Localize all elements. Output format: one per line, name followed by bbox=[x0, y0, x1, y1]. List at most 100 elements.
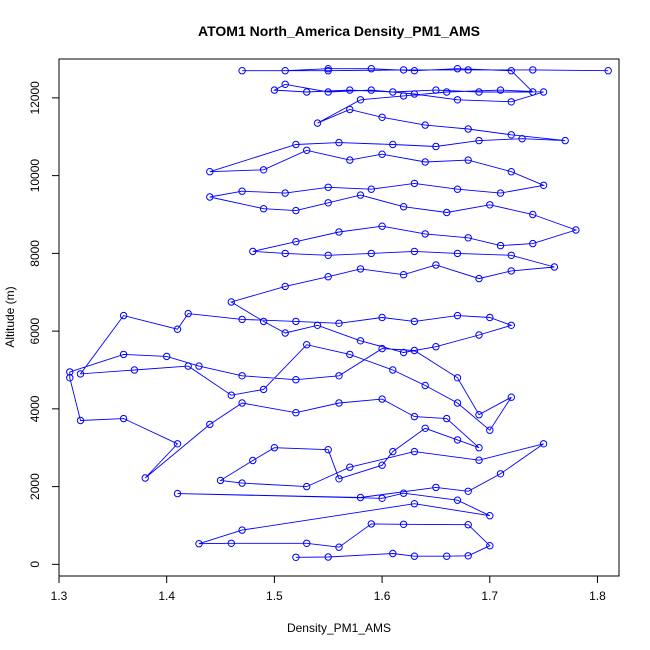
data-point bbox=[356, 191, 365, 199]
data-point bbox=[464, 125, 472, 133]
data-point bbox=[313, 321, 322, 329]
data-point bbox=[453, 496, 462, 504]
data-point bbox=[184, 362, 192, 370]
data-point bbox=[281, 329, 289, 337]
plot-area bbox=[66, 65, 612, 561]
data-point bbox=[410, 67, 419, 75]
y-tick-label: 0 bbox=[28, 561, 42, 568]
data-point bbox=[227, 539, 236, 547]
data-point bbox=[399, 489, 408, 497]
data-point bbox=[453, 436, 462, 444]
data-point bbox=[464, 487, 472, 495]
data-point bbox=[529, 210, 537, 219]
y-tick-label: 10000 bbox=[28, 159, 42, 193]
x-tick-label: 1.6 bbox=[374, 589, 391, 603]
data-point bbox=[389, 140, 397, 149]
data-point bbox=[324, 183, 332, 192]
data-point bbox=[443, 552, 451, 560]
data-point bbox=[410, 179, 419, 188]
data-point bbox=[507, 267, 515, 275]
data-point bbox=[399, 271, 408, 279]
data-point bbox=[346, 350, 354, 359]
data-point bbox=[410, 412, 419, 421]
data-point bbox=[249, 247, 257, 256]
data-point bbox=[453, 185, 462, 193]
data-point bbox=[464, 552, 472, 560]
data-point bbox=[421, 121, 429, 129]
data-point bbox=[259, 166, 268, 174]
data-point bbox=[141, 474, 149, 482]
y-axis: 0 2000 4000 6000 8000 10000 12000 bbox=[28, 81, 60, 568]
data-point bbox=[378, 494, 386, 502]
data-point bbox=[518, 135, 526, 143]
data-point bbox=[367, 86, 375, 94]
data-point bbox=[303, 146, 311, 155]
data-point bbox=[281, 67, 289, 75]
data-point bbox=[496, 86, 505, 94]
data-point bbox=[421, 158, 429, 166]
data-point bbox=[399, 66, 408, 74]
data-point bbox=[76, 370, 85, 378]
data-point bbox=[335, 543, 343, 551]
data-point bbox=[292, 206, 300, 215]
data-point bbox=[303, 341, 311, 349]
x-tick-label: 1.4 bbox=[158, 589, 175, 603]
data-point bbox=[119, 350, 128, 359]
data-point bbox=[335, 228, 343, 236]
data-point bbox=[281, 282, 289, 291]
x-axis-label: Density_PM1_AMS bbox=[287, 621, 391, 635]
data-point bbox=[378, 395, 386, 403]
y-tick-label: 12000 bbox=[28, 81, 42, 115]
data-point bbox=[303, 88, 311, 96]
data-point bbox=[486, 313, 494, 322]
data-point bbox=[324, 553, 332, 561]
data-point bbox=[335, 475, 343, 483]
data-point bbox=[270, 444, 279, 452]
data-point bbox=[572, 226, 580, 234]
data-point bbox=[421, 230, 429, 238]
data-point bbox=[346, 105, 354, 114]
y-axis-label: Altitude (m) bbox=[3, 286, 17, 347]
data-point bbox=[378, 222, 386, 230]
data-point bbox=[367, 65, 375, 73]
data-point bbox=[292, 409, 300, 417]
data-point bbox=[486, 512, 494, 520]
data-point bbox=[130, 366, 139, 374]
data-point bbox=[281, 189, 289, 197]
data-point bbox=[173, 325, 182, 333]
data-point bbox=[335, 138, 343, 147]
data-point bbox=[443, 88, 451, 96]
data-point bbox=[238, 399, 246, 407]
data-point bbox=[216, 476, 225, 485]
y-tick-label: 4000 bbox=[28, 395, 42, 422]
data-point bbox=[464, 521, 472, 529]
data-point bbox=[475, 88, 483, 96]
data-point bbox=[238, 479, 246, 487]
data-point bbox=[432, 483, 440, 492]
data-point bbox=[281, 80, 289, 89]
chart-title: ATOM1 North_America Density_PM1_AMS bbox=[198, 23, 480, 39]
data-point bbox=[432, 86, 440, 94]
x-tick-label: 1.3 bbox=[51, 589, 68, 603]
data-point bbox=[367, 520, 375, 528]
data-point bbox=[399, 203, 408, 211]
data-point bbox=[443, 414, 451, 423]
y-tick-label: 6000 bbox=[28, 317, 42, 344]
data-point bbox=[539, 181, 548, 190]
data-point bbox=[486, 426, 494, 434]
data-point bbox=[389, 447, 397, 456]
data-point bbox=[529, 239, 537, 248]
data-point bbox=[399, 92, 408, 100]
x-axis: 1.3 1.4 1.5 1.6 1.7 1.8 bbox=[51, 575, 606, 603]
data-point bbox=[335, 372, 343, 380]
data-point bbox=[410, 90, 419, 98]
data-point bbox=[324, 65, 332, 73]
data-point bbox=[507, 168, 515, 176]
data-point bbox=[270, 86, 279, 94]
data-point bbox=[410, 552, 419, 560]
data-point bbox=[507, 131, 515, 139]
data-point bbox=[453, 96, 462, 104]
data-point bbox=[389, 88, 397, 96]
data-point bbox=[313, 119, 322, 127]
